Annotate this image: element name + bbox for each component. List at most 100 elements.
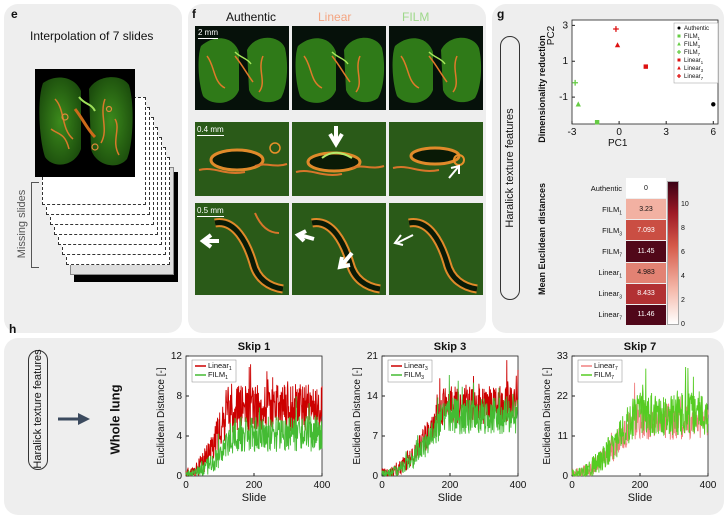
x-tick-label: 0 (379, 480, 385, 491)
heatmap-cell: 7.093 (626, 220, 666, 241)
scatter-point (594, 120, 600, 125)
legend-entry: FILM1 (208, 370, 228, 381)
micrograph-film-zoom2 (389, 203, 483, 295)
missing-slides-bracket (31, 182, 39, 268)
chart-title: Skip 7 (624, 341, 656, 353)
series-line (571, 366, 709, 478)
micrograph-film-zoom1 (389, 122, 483, 196)
x-axis-label: Slide (438, 492, 462, 504)
h-feature-box-label: Haralick texture features (32, 349, 44, 469)
column-header-linear: Linear (318, 10, 352, 24)
legend-entry: Linear3 (404, 361, 428, 372)
x-tick-label: 3 (663, 127, 669, 138)
missing-slides-label: Missing slides (16, 189, 28, 259)
colorbar-tick-label: 2 (681, 297, 685, 304)
legend-entry: Linear7 (684, 74, 704, 81)
line-chart-skip-1: Skip 1 0 200 400 0 4 8 12 Slide Euclidean Distanc… (156, 341, 331, 504)
vessel-zoom-image (195, 203, 289, 295)
scatter-point (677, 34, 681, 38)
lung-full-image (195, 26, 289, 110)
heatmap-colorbar (667, 181, 679, 325)
x-tick-label: 400 (510, 480, 527, 491)
x-tick-label: 0 (183, 480, 189, 491)
panel-label-f: f (192, 7, 196, 21)
heatmap-row-label: FILM7 (602, 247, 622, 259)
y-tick-label: 33 (557, 351, 569, 362)
heatmap-cell: 11.46 (626, 304, 666, 325)
y-tick-label: 0 (372, 471, 378, 482)
y-axis-label: Euclidean Distance [-] (156, 367, 167, 464)
micrograph-authentic-zoom1 (195, 122, 289, 196)
y-tick-label: 22 (557, 391, 569, 402)
heatmap-cell: 0 (626, 178, 666, 199)
x-tick-label: 200 (442, 480, 459, 491)
scatter-legend (673, 22, 719, 84)
arrow-icon (393, 234, 414, 246)
line-chart-skip-3: Skip 3 0 200 400 0 7 14 21 Slide Euclidean Distan… (352, 341, 527, 504)
legend-entry: Linear7 (594, 361, 618, 372)
arrow-icon (199, 233, 219, 249)
y-tick-label: 3 (562, 20, 568, 31)
x-axis-label: Slide (242, 492, 266, 504)
y-tick-label: 4 (176, 431, 182, 442)
slide-stack (30, 64, 180, 284)
legend-entry: Linear1 (684, 58, 704, 65)
x-axis-label: Slide (628, 492, 652, 504)
line-chart-skip-7: Skip 7 0 200 400 0 11 22 33 Slide Euclidean Dista… (542, 341, 717, 504)
colorbar-tick-label: 0 (681, 321, 685, 328)
series-line (185, 364, 323, 476)
vessel-zoom-image (292, 203, 386, 295)
micrograph-linear-zoom2 (292, 203, 386, 295)
legend-entry: Linear3 (684, 66, 704, 73)
legend-entry: FILM7 (684, 50, 701, 57)
scatter-point (677, 58, 681, 62)
colorbar-tick-label: 8 (681, 225, 685, 232)
scatter-point (677, 66, 681, 70)
g-feature-box-label: Haralick texture features (504, 108, 516, 228)
y-tick-label: 11 (558, 431, 569, 442)
chart-title: Skip 1 (238, 341, 270, 353)
y-tick-label: 1 (562, 56, 568, 67)
x-tick-label: 400 (700, 480, 717, 491)
panel-e-title: Interpolation of 7 slides (30, 29, 154, 43)
arrow-icon (294, 229, 315, 243)
legend-entry: FILM7 (594, 370, 614, 381)
x-tick-label: 400 (314, 480, 331, 491)
scale-bar-2mm: 2 mm (198, 28, 218, 39)
y-tick-label: 21 (367, 351, 379, 362)
scatter-point (711, 102, 716, 107)
scatter-point (575, 101, 581, 107)
vessel-zoom-image (195, 122, 289, 196)
heatmap-row-label: FILM3 (602, 225, 622, 238)
micrograph-linear-zoom1 (292, 122, 386, 196)
lung-slice-image (39, 77, 133, 166)
right-arrow-icon (58, 413, 90, 425)
scale-bar-0.4mm: 0.4 mm (197, 125, 224, 136)
scatter-point (643, 64, 648, 69)
colorbar-tick-label: 4 (681, 273, 685, 280)
micrograph-authentic-full (195, 26, 289, 110)
y-tick-label: 12 (171, 351, 183, 362)
pc1-label: PC1 (608, 138, 628, 149)
heatmap-row-label: FILM1 (602, 204, 622, 217)
series-line (185, 396, 323, 478)
lung-full-image (389, 26, 483, 110)
heatmap-cell: 8.433 (626, 283, 666, 304)
vessel-zoom-image (389, 122, 483, 196)
series-line (381, 374, 519, 477)
arrow-icon (328, 126, 344, 148)
legend-entry: Linear1 (208, 361, 232, 372)
heatmap-cell: 11.45 (626, 241, 666, 262)
legend-entry: Authentic (684, 26, 709, 32)
whole-lung-label: Whole lung (107, 384, 123, 455)
y-tick-label: 7 (372, 431, 378, 442)
y-tick-label: -1 (559, 92, 568, 103)
micrograph-linear-full (292, 26, 386, 110)
x-tick-label: 0 (569, 480, 575, 491)
x-tick-label: 200 (246, 480, 263, 491)
y-axis-label: Euclidean Distance [-] (352, 367, 363, 464)
scatter-point (677, 74, 681, 78)
y-tick-label: 8 (176, 391, 182, 402)
x-tick-label: 6 (711, 127, 717, 138)
colorbar-ticks: 0 2 4 6 8 10 (681, 181, 701, 328)
